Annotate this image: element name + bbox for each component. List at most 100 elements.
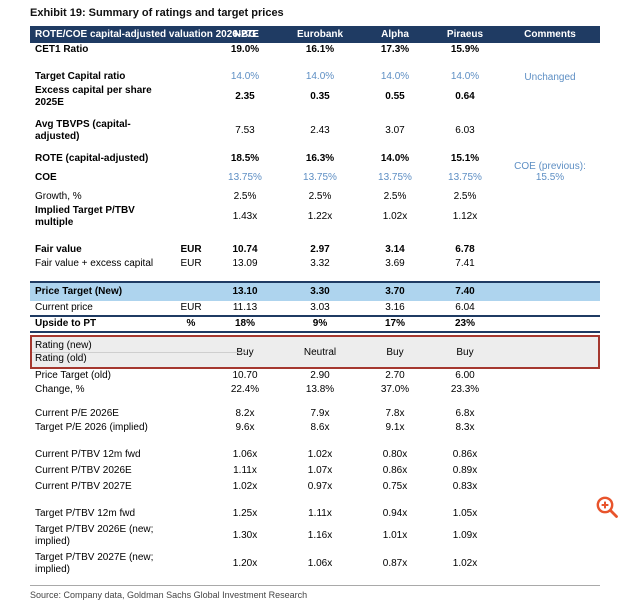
row-value: 0.86x: [452, 449, 478, 460]
table-header-title: ROTE/COE capital-adjusted valuation 2026…: [35, 29, 259, 40]
row-value: 3.07: [385, 125, 405, 136]
row-label: ROTE (capital-adjusted): [35, 153, 149, 164]
row-label: Current P/E 2026E: [35, 408, 119, 419]
row-value: 1.02x: [232, 481, 258, 492]
table-row: Excess capital per share 2025E 2.35 0.35 0.…: [30, 84, 600, 110]
row-value: 0.80x: [382, 449, 408, 460]
row-value: 13.75%: [228, 172, 262, 183]
row-value: 0.97x: [307, 481, 333, 492]
rating-old-label: Rating (old): [35, 353, 87, 364]
row-value: 1.11x: [233, 465, 257, 476]
row-unit: EUR: [180, 258, 202, 269]
zoom-in-icon: [594, 496, 620, 523]
row-value: 13.75%: [448, 172, 482, 183]
row-label: Current P/TBV 12m fwd: [35, 449, 141, 460]
row-value: 6.00: [455, 370, 475, 381]
row-unit: EUR: [180, 244, 202, 255]
row-label: CET1 Ratio: [35, 44, 89, 55]
row-value: 0.89x: [452, 465, 478, 476]
comment-line: COE (previous):: [514, 161, 586, 172]
row-label: Target Capital ratio: [35, 71, 126, 82]
row-value: 7.8x: [385, 408, 405, 419]
row-value: 2.43: [310, 125, 330, 136]
table-row: Target P/TBV 2026E (new; implied) 1.30x 1.…: [30, 523, 600, 549]
row-value: 1.02x: [452, 558, 478, 569]
exhibit-page: Exhibit 19: Summary of ratings and targe…: [30, 7, 620, 600]
row-value: 23%: [454, 318, 475, 329]
column-header-alpha: Alpha: [381, 29, 409, 40]
row-value: 3.69: [385, 258, 405, 269]
row-label: Fair value: [35, 244, 82, 255]
row-unit: EUR: [180, 302, 202, 313]
column-header-eurobank: Eurobank: [296, 29, 344, 40]
row-value: 7.53: [235, 125, 255, 136]
comment-line: Unchanged: [524, 71, 576, 83]
row-value: 2.5%: [453, 191, 477, 202]
row-value: 0.94x: [382, 508, 408, 519]
row-value: 0.83x: [452, 481, 478, 492]
row-value: 1.11x: [308, 508, 332, 519]
table-row: Fair value EUR 10.74 2.97 3.14 6.78: [30, 243, 600, 257]
table-row: Current P/TBV 12m fwd 1.06x 1.02x 0.80x 0.86…: [30, 448, 600, 462]
row-value: 6.8x: [455, 408, 475, 419]
rating-value-piraeus: Buy: [456, 346, 474, 358]
rating-box: Rating (new) Rating (old) Buy Neutral Bu…: [30, 335, 600, 369]
row-value: 13.09: [232, 258, 258, 269]
row-value: 1.02x: [382, 211, 408, 222]
row-value: 37.0%: [380, 384, 410, 395]
row-value: 1.22x: [307, 211, 333, 222]
row-value: 14.0%: [450, 71, 480, 82]
table-body-bottom: Price Target (old) 10.70 2.90 2.70 6.00 Chang…: [30, 369, 600, 577]
row-value: 0.75x: [382, 481, 408, 492]
row-value: 14.0%: [380, 71, 410, 82]
row-value: 1.07x: [307, 465, 333, 476]
row-value: 7.9x: [310, 408, 330, 419]
row-comment: Unchanged: [500, 72, 600, 83]
row-value: 19.0%: [230, 44, 260, 55]
row-value: 14.0%: [230, 71, 260, 82]
table-row: Target P/TBV 12m fwd 1.25x 1.11x 0.94x 1.05x: [30, 507, 600, 521]
row-label: Target P/E 2026 (implied): [35, 422, 148, 433]
row-value: 1.06x: [232, 449, 258, 460]
table-row: Target P/E 2026 (implied) 9.6x 8.6x 9.1x 8.3…: [30, 421, 600, 435]
row-label: Current P/TBV 2027E: [35, 481, 132, 492]
table-row: Upside to PT% 18% 9% 17% 23%: [30, 315, 600, 333]
row-label: Implied Target P/TBV multiple: [35, 205, 135, 228]
table-row: ROTE (capital-adjusted) 18.5% 16.3% 14.0% 15…: [30, 152, 600, 166]
table-row: Current P/E 2026E 8.2x 7.9x 7.8x 6.8x: [30, 407, 600, 421]
row-value: 3.70: [385, 286, 405, 297]
row-value: 13.75%: [303, 172, 337, 183]
row-value: 2.5%: [308, 191, 332, 202]
row-value: 18.5%: [230, 153, 260, 164]
zoom-in-button[interactable]: [594, 494, 620, 520]
row-value: 8.2x: [235, 408, 255, 419]
row-value: 3.30: [310, 286, 330, 297]
table-row: Growth, % 2.5% 2.5% 2.5% 2.5%: [30, 190, 600, 204]
row-value: 1.06x: [307, 558, 333, 569]
row-value: 2.35: [235, 91, 255, 102]
row-value: 0.55: [385, 91, 405, 102]
row-value: 2.70: [385, 370, 405, 381]
row-value: 13.8%: [305, 384, 335, 395]
table-row: Avg TBVPS (capital-adjusted) 7.53 2.43 3.07…: [30, 118, 600, 144]
row-value: 0.35: [310, 91, 330, 102]
row-label: Avg TBVPS (capital-adjusted): [35, 119, 131, 142]
source-note: Source: Company data, Goldman Sachs Glob…: [30, 585, 600, 600]
row-value: 13.75%: [378, 172, 412, 183]
exhibit-title: Exhibit 19: Summary of ratings and targe…: [30, 7, 284, 19]
table-row: Price Target (old) 10.70 2.90 2.70 6.00: [30, 369, 600, 383]
row-value: 1.09x: [452, 530, 478, 541]
row-value: 0.64: [455, 91, 475, 102]
row-value: 6.04: [455, 302, 475, 313]
table-row: Target P/TBV 2027E (new; implied) 1.20x 1.…: [30, 551, 600, 577]
row-value: 13.10: [232, 286, 258, 297]
row-value: 14.0%: [305, 71, 335, 82]
row-value: 3.32: [310, 258, 330, 269]
row-value: 10.70: [232, 370, 258, 381]
row-value: 1.20x: [232, 558, 258, 569]
row-label: Upside to PT: [35, 318, 97, 329]
row-label: Fair value + excess capital: [35, 258, 154, 269]
row-value: 17%: [384, 318, 405, 329]
table-row: Implied Target P/TBV multiple 1.43x 1.22x 1…: [30, 204, 600, 230]
row-label: Price Target (old): [35, 370, 111, 381]
